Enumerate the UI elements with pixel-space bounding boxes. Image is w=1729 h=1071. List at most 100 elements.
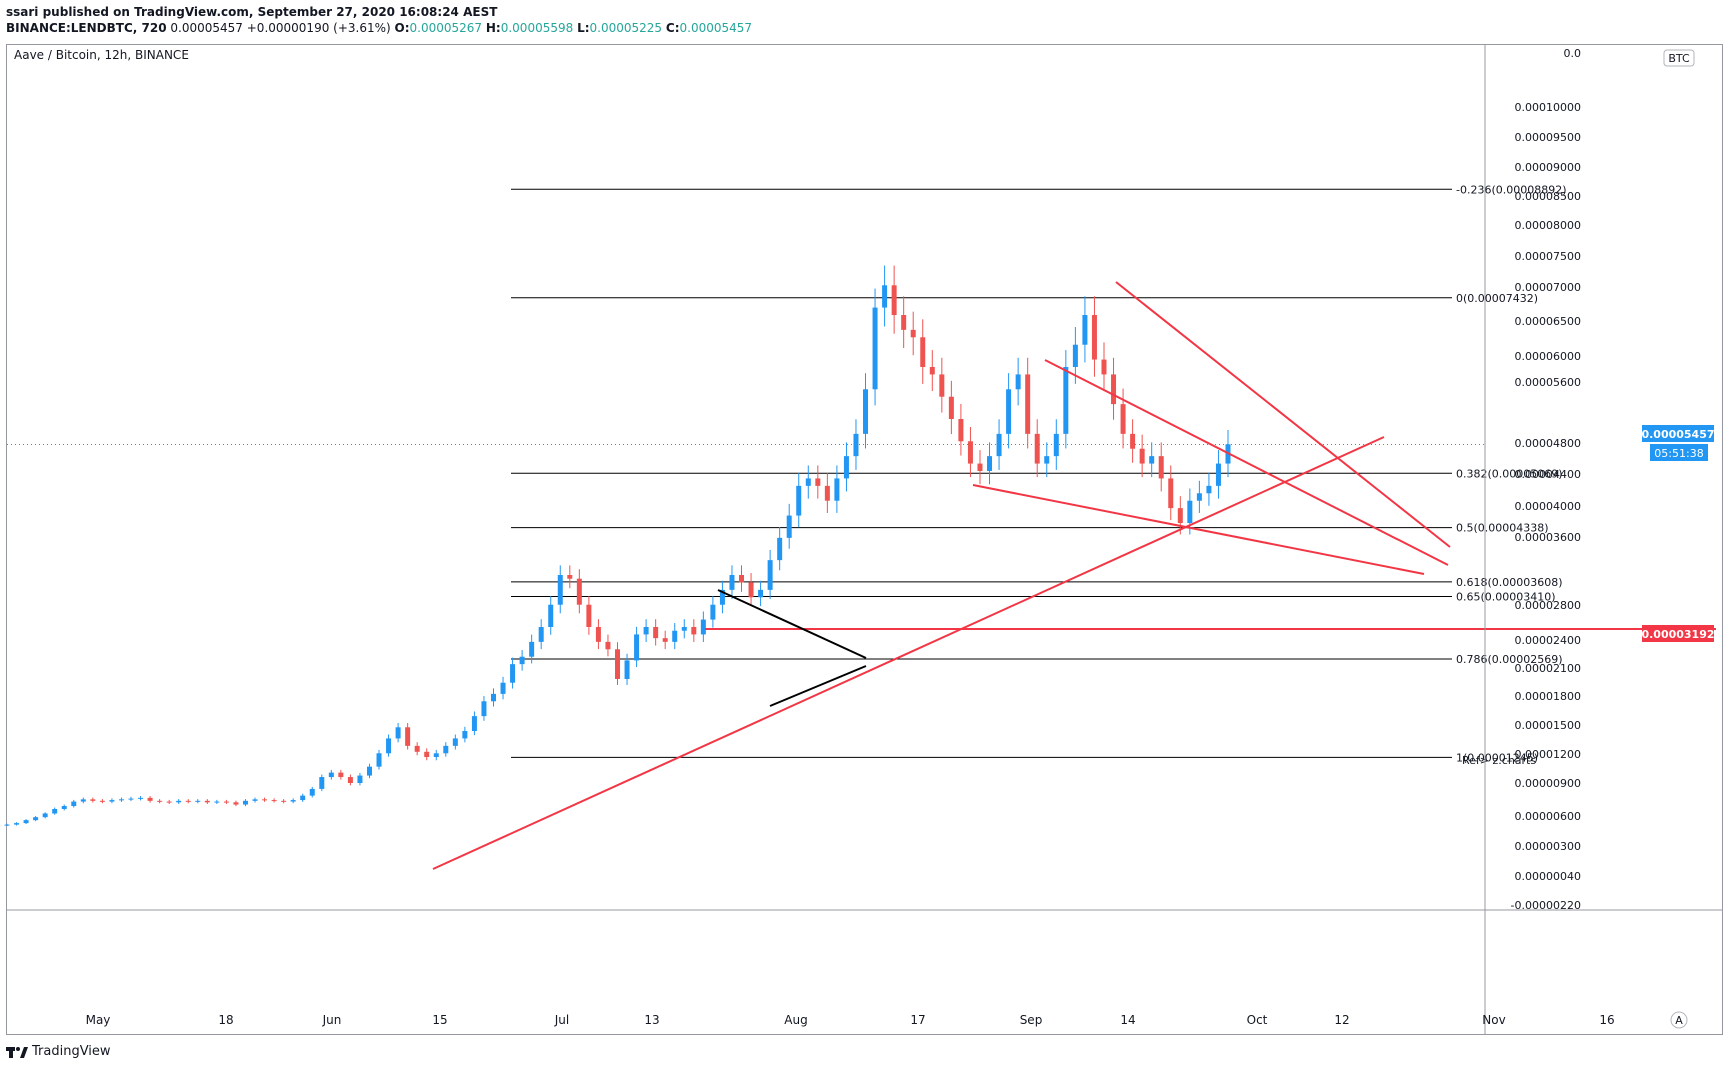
candle-body [834, 478, 840, 501]
candle-body [786, 515, 792, 538]
candle-body [1120, 404, 1126, 434]
candle-body [366, 766, 372, 776]
candle-body [987, 456, 993, 471]
y-tick-label: 0.00007500 [1515, 250, 1581, 263]
triangle-upper-line [717, 589, 867, 659]
candle-body [481, 701, 487, 717]
candle-body [195, 800, 201, 802]
x-tick-label: 17 [910, 1013, 925, 1027]
candle-body [223, 801, 229, 803]
currency-badge-label: BTC [1668, 52, 1690, 65]
y-tick-label: 0.00006500 [1515, 315, 1581, 328]
candle-body [1091, 315, 1097, 360]
open-label: O: [394, 21, 410, 35]
x-tick-label: Jul [554, 1013, 569, 1027]
candle-body [405, 727, 411, 746]
candle-body [319, 777, 325, 789]
candle-body [767, 560, 773, 590]
y-tick-label: 0.00000040 [1515, 870, 1581, 883]
candle-body [357, 775, 363, 783]
candle-body [1187, 500, 1193, 523]
auto-scale-button [1670, 1011, 1688, 1029]
candle-body [1044, 456, 1050, 464]
candle-body [1168, 478, 1174, 509]
high-label: H: [485, 21, 501, 35]
y-tick-label: 0.00006000 [1515, 350, 1581, 363]
x-tick-label: Nov [1482, 1013, 1505, 1027]
y-tick-label: 0.00000900 [1515, 777, 1581, 790]
candle-body [929, 367, 935, 375]
candle-body [452, 738, 458, 746]
candle-body [605, 641, 611, 650]
candle-body [815, 478, 821, 486]
symbol-line: BINANCE:LENDBTC, 720 0.00005457 +0.00000… [6, 20, 752, 36]
wedge-upper-line [1115, 281, 1451, 548]
candle-body [805, 478, 811, 486]
candle-body [538, 627, 544, 642]
candle-body [643, 627, 649, 635]
fib-level-label: -0.236(0.00008892) [1456, 183, 1567, 196]
candle-body [710, 604, 716, 620]
candle-body [433, 753, 439, 757]
candle-body [90, 799, 96, 801]
price-change: +0.00000190 (+3.61%) [246, 21, 391, 35]
y-tick-label: 0.00000300 [1515, 840, 1581, 853]
triangle-lower-line [769, 665, 867, 707]
x-tick-label: Aug [784, 1013, 807, 1027]
chart-title: Aave / Bitcoin, 12h, BINANCE [14, 48, 189, 62]
channel-upper-line [1044, 359, 1449, 566]
y-tick-label-top: 0.0 [1564, 47, 1582, 60]
candle-body [586, 604, 592, 627]
support-price-label: 0.00003192 [1641, 628, 1714, 641]
candle-body [729, 575, 735, 590]
candle-body [691, 627, 697, 635]
candle-body [634, 634, 640, 661]
candle-body [176, 800, 182, 803]
candle-body [61, 806, 67, 809]
candle-body [23, 820, 29, 824]
candle-body [681, 627, 687, 631]
candle-body [138, 797, 144, 799]
close-value: 0.00005457 [679, 21, 753, 35]
candle-body [71, 801, 77, 807]
candle-body [281, 800, 287, 802]
candle-body [118, 799, 124, 801]
candle-body [615, 649, 620, 679]
candle-body [386, 738, 392, 754]
y-tick-label: 0.00004000 [1515, 500, 1581, 513]
candle-body [338, 772, 344, 778]
candle-body [1053, 433, 1059, 457]
close-label: C: [665, 21, 680, 35]
candle-body [128, 798, 134, 800]
candle-body [567, 575, 573, 579]
candle-body [309, 788, 315, 796]
candle-body [204, 800, 210, 803]
candle-body [1015, 374, 1021, 390]
tradingview-logo-icon [6, 1046, 28, 1058]
candle-body [863, 389, 869, 434]
candle-body [33, 817, 39, 821]
candle-body [14, 823, 20, 825]
current-price-label: 0.00005457 [1641, 428, 1714, 441]
candle-body [1063, 367, 1069, 434]
current-price-badge [1642, 425, 1714, 442]
y-tick-label: 0.00001500 [1515, 719, 1581, 732]
publisher-line: ssari published on TradingView.com, Sept… [6, 5, 498, 19]
candle-body [510, 664, 516, 683]
candle-body [4, 824, 10, 826]
fib-level-label: 0.5(0.00004338) [1456, 522, 1549, 535]
y-tick-label: 0.00002100 [1515, 662, 1581, 675]
y-tick-label: 0.00008000 [1515, 219, 1581, 232]
candle-body [843, 456, 849, 479]
candle-body [1034, 433, 1040, 464]
y-tick-label: 0.00007000 [1515, 281, 1581, 294]
candle-body [853, 433, 859, 457]
x-tick-label: 14 [1120, 1013, 1135, 1027]
candle-body [262, 799, 268, 801]
candle-body [99, 800, 105, 802]
candle-body [624, 660, 630, 679]
countdown-label: 05:51:38 [1654, 447, 1703, 460]
y-tick-label: 0.00004800 [1515, 437, 1581, 450]
candle-body [242, 800, 248, 805]
